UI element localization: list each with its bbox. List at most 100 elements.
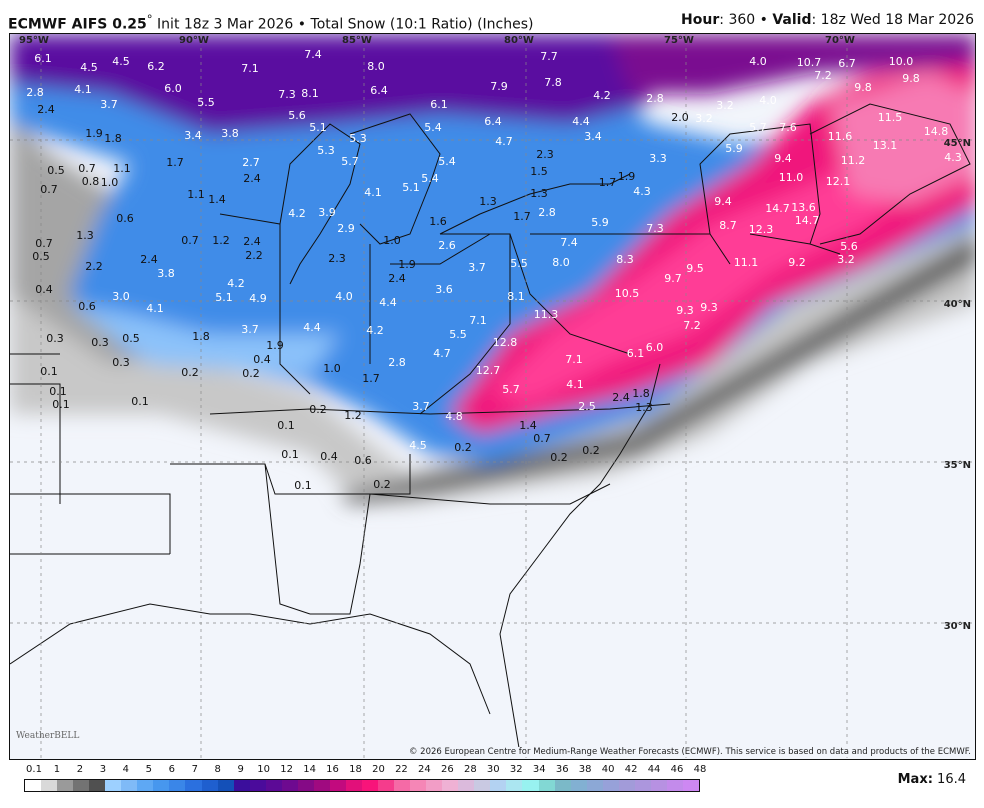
snow-value-label: 6.4	[484, 115, 502, 128]
snow-value-label: 4.5	[80, 61, 98, 74]
colorbar-tick-label: 36	[555, 764, 569, 775]
colorbar-swatch	[73, 780, 90, 791]
snow-value-label: 0.6	[354, 454, 372, 467]
snow-value-label: 12.3	[748, 223, 774, 236]
magenta-core	[490, 134, 950, 404]
snow-value-label: 5.9	[725, 142, 743, 155]
snow-value-label: 6.2	[147, 60, 165, 73]
snow-value-label: 3.8	[157, 267, 175, 280]
snowfall-map: 6.1 4.5 4.5 6.2 7.1 7.4 8.0 7.7 4.0 10.7 6.7 10.0 2.…	[9, 33, 976, 760]
snow-value-label: 1.4	[208, 193, 226, 206]
longitude-label: 70°W	[825, 35, 855, 46]
snow-value-label: 5.7	[502, 383, 520, 396]
snow-value-label: 6.1	[626, 347, 645, 360]
snow-value-label: 2.7	[242, 156, 260, 169]
colorbar-swatch	[570, 780, 587, 791]
colorbar-tick-label: 10	[257, 764, 271, 775]
snow-value-label: 9.3	[676, 304, 694, 317]
longitude-label: 80°W	[504, 35, 534, 46]
snow-value-label: 1.0	[323, 362, 341, 375]
snow-value-label: 5.4	[424, 121, 442, 134]
snow-value-label: 1.9	[266, 339, 284, 352]
snow-value-label: 3.3	[649, 152, 667, 165]
snow-value-label: 2.4	[388, 271, 406, 285]
snow-value-label: 5.1	[402, 181, 420, 194]
snow-value-label: 12.1	[825, 175, 851, 188]
snow-value-label: 5.5	[449, 328, 467, 341]
colorbar	[24, 779, 700, 792]
hour-label: Hour	[681, 12, 720, 28]
hour-value: 360	[728, 12, 756, 28]
colorbar-swatch	[634, 780, 651, 791]
snow-value-label: 1.3	[76, 229, 94, 242]
latitude-label: 45°N	[943, 138, 971, 149]
colorbar-swatch	[313, 780, 330, 791]
snow-value-label: 0.1	[131, 395, 149, 408]
snow-value-label: 3.2	[716, 99, 734, 112]
colorbar-swatch	[410, 780, 427, 791]
snow-value-label: 4.5	[409, 439, 427, 452]
colorbar-swatch	[426, 780, 443, 791]
colorbar-tick-label: 3	[99, 764, 107, 775]
snow-value-label: 4.2	[227, 277, 245, 291]
snow-value-label: 0.7	[40, 183, 58, 196]
snow-value-label: 0.2	[181, 366, 199, 379]
snow-value-label: 11.1	[733, 256, 759, 269]
colorbar-swatch	[185, 780, 202, 791]
snow-value-label: 5.4	[421, 172, 439, 185]
snow-value-label: 8.0	[552, 256, 570, 269]
light-gray-zone	[10, 214, 975, 504]
colorbar-tick-label: 44	[647, 764, 661, 775]
separator: •	[759, 12, 768, 28]
snow-value-label: 7.9	[490, 80, 508, 93]
snow-value-label: 5.7	[341, 155, 359, 168]
snow-value-label: 0.7	[35, 236, 53, 250]
snow-value-label: 2.5	[578, 400, 596, 413]
max-value-readout: Max: 16.4	[898, 772, 966, 787]
colorbar-swatch	[538, 780, 555, 791]
snow-value-label: 4.1	[146, 302, 164, 315]
snow-value-label: 5.4	[438, 155, 456, 168]
snow-value-label: 7.4	[304, 48, 322, 61]
colorbar-tick-label: 18	[349, 764, 362, 775]
snow-value-label: 0.2	[582, 444, 600, 457]
snow-value-label: 1.5	[530, 165, 548, 178]
colorbar-tick-label: 42	[624, 764, 638, 775]
colorbar-swatch	[201, 780, 218, 791]
colorbar-swatch	[458, 780, 475, 791]
colorbar-tick-label: 28	[463, 764, 477, 775]
max-value: 16.4	[937, 772, 966, 787]
colorbar-tick-label: 14	[303, 764, 316, 775]
colorbar-swatch	[602, 780, 619, 791]
snow-value-label: 4.3	[944, 150, 962, 164]
colorbar-swatch	[169, 780, 186, 791]
snow-value-label: 4.4	[572, 115, 590, 128]
longitude-label: 75°W	[664, 35, 694, 46]
snow-value-label: 1.3	[635, 401, 653, 414]
snow-value-label: 0.1	[49, 384, 67, 398]
snow-value-label: 1.8	[104, 132, 122, 145]
colorbar-swatch	[233, 780, 250, 791]
snow-value-label: 0.1	[277, 419, 295, 432]
snow-value-label: 3.7	[100, 98, 118, 111]
colorbar-tick-label: 48	[693, 764, 707, 775]
colorbar-swatch	[442, 780, 459, 791]
snow-value-label: 2.4	[140, 253, 158, 266]
colorbar-swatch	[586, 780, 603, 791]
snow-value-label: 4.0	[759, 94, 777, 107]
snow-value-label: 6.0	[645, 341, 664, 354]
pink-light-ne	[830, 74, 975, 204]
colorbar-swatch	[297, 780, 314, 791]
snow-value-label: 1.8	[632, 387, 650, 400]
snow-value-label: 2.8	[646, 92, 664, 105]
colorbar-tick-label: 46	[670, 764, 684, 775]
snow-value-label: 13.6	[791, 200, 816, 214]
colorbar-swatch	[618, 780, 635, 791]
snow-value-label: 7.1	[565, 353, 583, 366]
snow-value-label: 0.4	[35, 283, 53, 296]
snow-value-label: 1.1	[113, 162, 131, 176]
snow-value-label: 5.6	[840, 239, 858, 253]
snow-value-label: 11.5	[877, 111, 903, 124]
colorbar-tick-label: 24	[418, 764, 431, 775]
longitude-label: 85°W	[342, 35, 372, 46]
